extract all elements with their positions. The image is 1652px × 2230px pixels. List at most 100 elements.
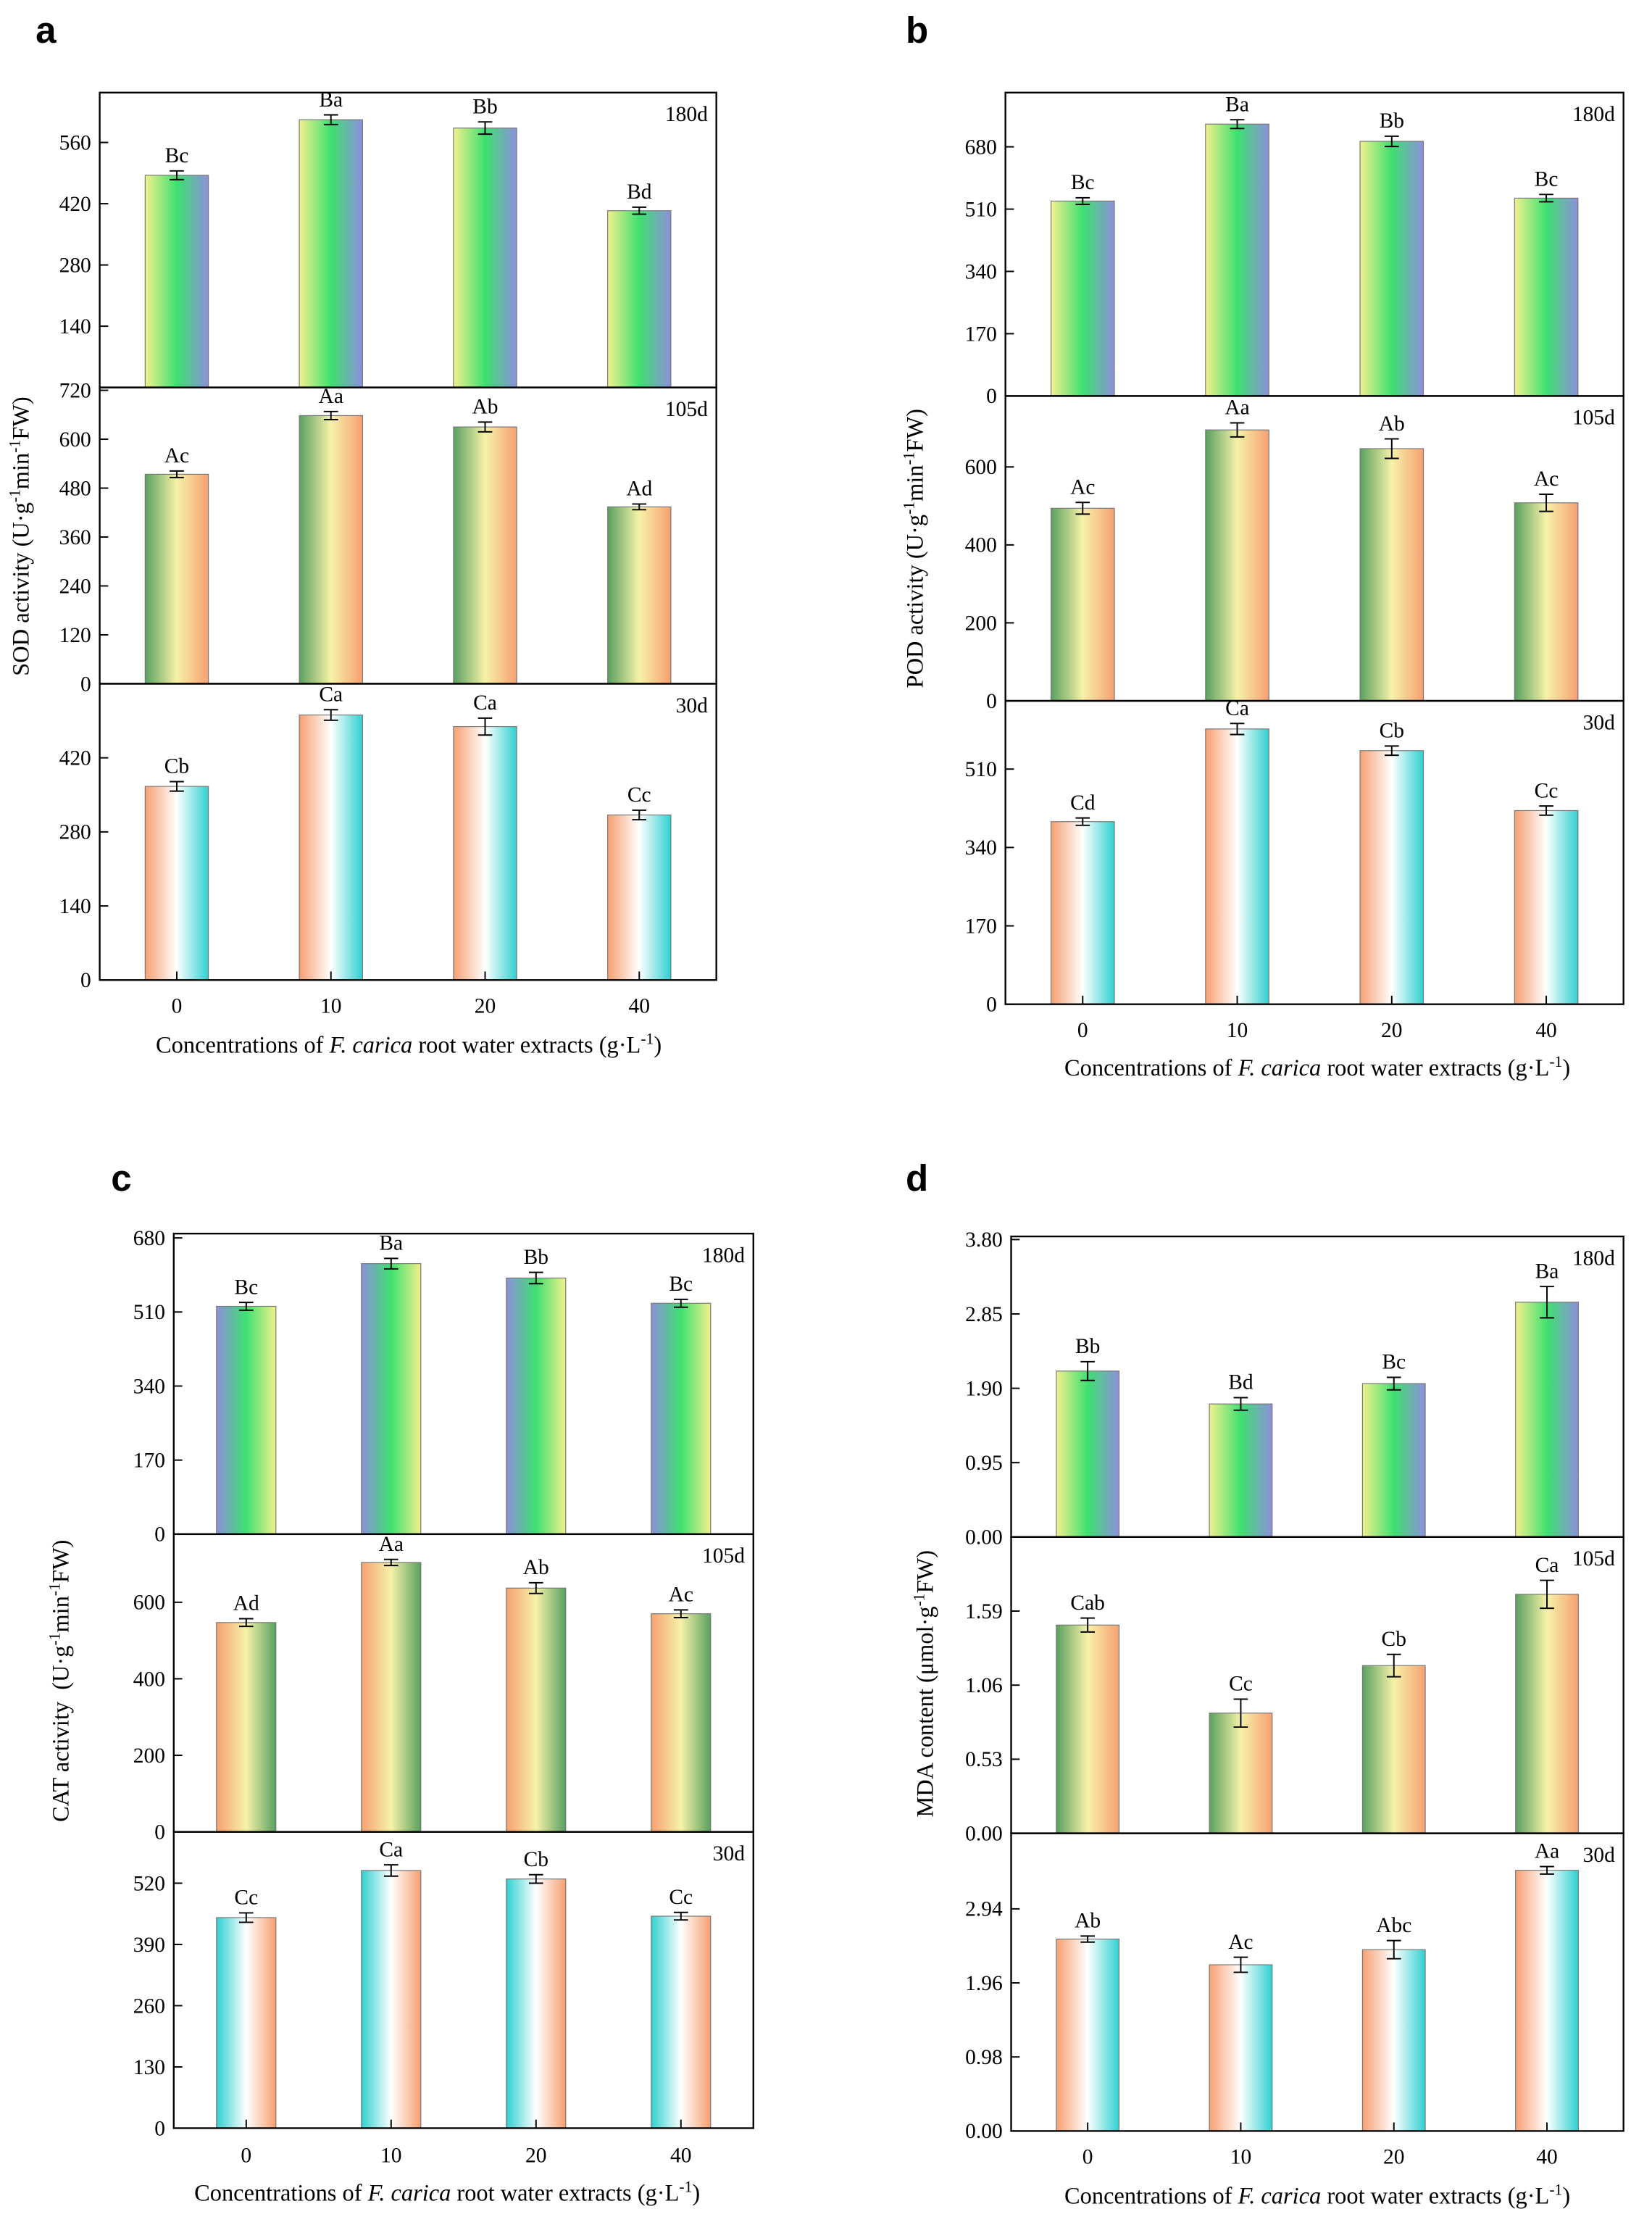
- label-part: Concentrations of: [1064, 1055, 1238, 1081]
- label-part: Concentrations of: [194, 2181, 368, 2207]
- bar: [216, 1305, 277, 1535]
- bar: [1050, 200, 1115, 397]
- y-tick-label: 280: [59, 821, 91, 844]
- bar: [361, 1562, 422, 1833]
- period-label: 180d: [702, 1244, 745, 1267]
- period-label: 180d: [665, 103, 708, 126]
- label-part: root water extracts (g·L: [1321, 1055, 1549, 1081]
- significance-letter: Ab: [472, 396, 498, 419]
- y-tick-label: 0.00: [965, 1822, 1003, 1845]
- bar: [1056, 1370, 1120, 1538]
- significance-letter: Bb: [1075, 1335, 1100, 1358]
- y-tick-label: 280: [59, 254, 91, 277]
- y-tick-label: 170: [965, 915, 997, 938]
- y-tick-label: 240: [59, 575, 91, 598]
- label-part: -1: [1549, 2181, 1562, 2199]
- y-tick-label: 3.80: [965, 1228, 1003, 1252]
- significance-letter: Ca: [319, 683, 343, 706]
- y-tick-label: 200: [133, 1744, 165, 1768]
- y-tick-label: 720: [59, 379, 91, 402]
- significance-letter: Ba: [379, 1232, 403, 1255]
- y-axis-label: SOD activity (U·g-1min-1FW): [6, 396, 34, 675]
- x-axis-label: Concentrations of F. carica root water e…: [194, 2179, 700, 2207]
- label-part: ): [1562, 2184, 1570, 2210]
- bar: [1050, 821, 1115, 1005]
- bar: [607, 210, 672, 388]
- x-axis-label: Concentrations of F. carica root water e…: [156, 1031, 662, 1059]
- y-tick-label: 0: [986, 994, 997, 1017]
- y-axis-label: MDA content (μmol·g-1FW): [910, 1550, 938, 1818]
- significance-letter: Ba: [319, 88, 343, 112]
- y-tick-label: 260: [133, 1994, 165, 2018]
- y-tick-label: 0: [986, 385, 997, 408]
- y-tick-label: 0.53: [965, 1748, 1003, 1771]
- x-axis-label: Concentrations of F. carica root water e…: [1064, 1053, 1570, 1081]
- x-tick-label: 20: [475, 994, 496, 1018]
- period-label: 30d: [1583, 711, 1615, 734]
- label-part: ): [692, 2181, 700, 2207]
- bar: [1359, 448, 1424, 702]
- bar: [1050, 507, 1115, 702]
- label-part: FW): [912, 1550, 938, 1593]
- period-label: 30d: [713, 1842, 745, 1865]
- bar: [453, 725, 517, 981]
- bar: [299, 415, 363, 685]
- bar: [506, 1587, 567, 1833]
- x-tick-label: 40: [1536, 2146, 1557, 2169]
- y-tick-label: 140: [59, 315, 91, 338]
- x-tick-label: 0: [1077, 1019, 1088, 1042]
- bar: [453, 426, 517, 685]
- significance-letter: Ac: [1070, 475, 1095, 499]
- label-part: SOD activity (U·g: [8, 502, 34, 676]
- y-tick-label: 0.98: [965, 2046, 1003, 2069]
- y-tick-label: 200: [965, 612, 997, 635]
- significance-letter: Ac: [164, 444, 189, 467]
- period-label: 30d: [676, 694, 708, 717]
- bar: [1359, 750, 1424, 1005]
- period-label: 180d: [1572, 103, 1615, 126]
- x-tick-label: 40: [670, 2144, 691, 2168]
- bar: [1515, 1594, 1579, 1834]
- y-tick-label: 0.00: [965, 2120, 1003, 2143]
- plot-frame: [1010, 1832, 1624, 2132]
- x-tick-label: 0: [1082, 2146, 1093, 2169]
- significance-letter: Ca: [379, 1838, 403, 1861]
- label-part: -1: [1549, 1053, 1562, 1070]
- y-tick-label: 680: [965, 136, 997, 159]
- period-label: 180d: [1572, 1247, 1615, 1270]
- bar: [506, 1277, 567, 1535]
- bar: [144, 786, 209, 981]
- y-tick-label: 600: [133, 1592, 165, 1615]
- bar: [144, 473, 209, 685]
- x-tick-label: 40: [1535, 1019, 1556, 1042]
- x-tick-label: 10: [320, 994, 341, 1018]
- significance-letter: Cab: [1070, 1592, 1104, 1615]
- label-part: root water extracts (g·L: [412, 1033, 641, 1059]
- x-tick-label: 10: [1227, 1019, 1248, 1042]
- label-part: ): [1562, 1055, 1570, 1081]
- y-tick-label: 480: [59, 477, 91, 500]
- label-part: min: [8, 453, 34, 489]
- bar: [216, 1622, 277, 1833]
- significance-letter: Aa: [319, 385, 343, 408]
- significance-letter: Bb: [524, 1246, 548, 1269]
- x-tick-label: 0: [172, 994, 183, 1018]
- y-tick-label: 170: [133, 1449, 165, 1473]
- significance-letter: Ca: [473, 691, 497, 715]
- plot-frame: [99, 683, 717, 981]
- bar: [1205, 429, 1269, 702]
- bar: [1515, 1870, 1579, 2131]
- significance-letter: Cc: [669, 1886, 693, 1909]
- significance-letter: Bc: [1535, 168, 1559, 191]
- y-tick-label: 1.59: [965, 1600, 1003, 1623]
- significance-letter: Ab: [523, 1556, 549, 1579]
- y-axis-label: CAT activity (U·g-1min-1FW): [46, 1540, 74, 1822]
- y-tick-label: 0: [80, 969, 91, 992]
- label-part: -1: [46, 1583, 63, 1596]
- significance-letter: Bc: [669, 1273, 693, 1296]
- significance-letter: Aa: [1225, 396, 1249, 420]
- label-part: -1: [6, 489, 23, 502]
- significance-letter: Bb: [472, 95, 497, 118]
- significance-letter: Cb: [164, 755, 189, 778]
- y-tick-label: 2.85: [965, 1303, 1003, 1326]
